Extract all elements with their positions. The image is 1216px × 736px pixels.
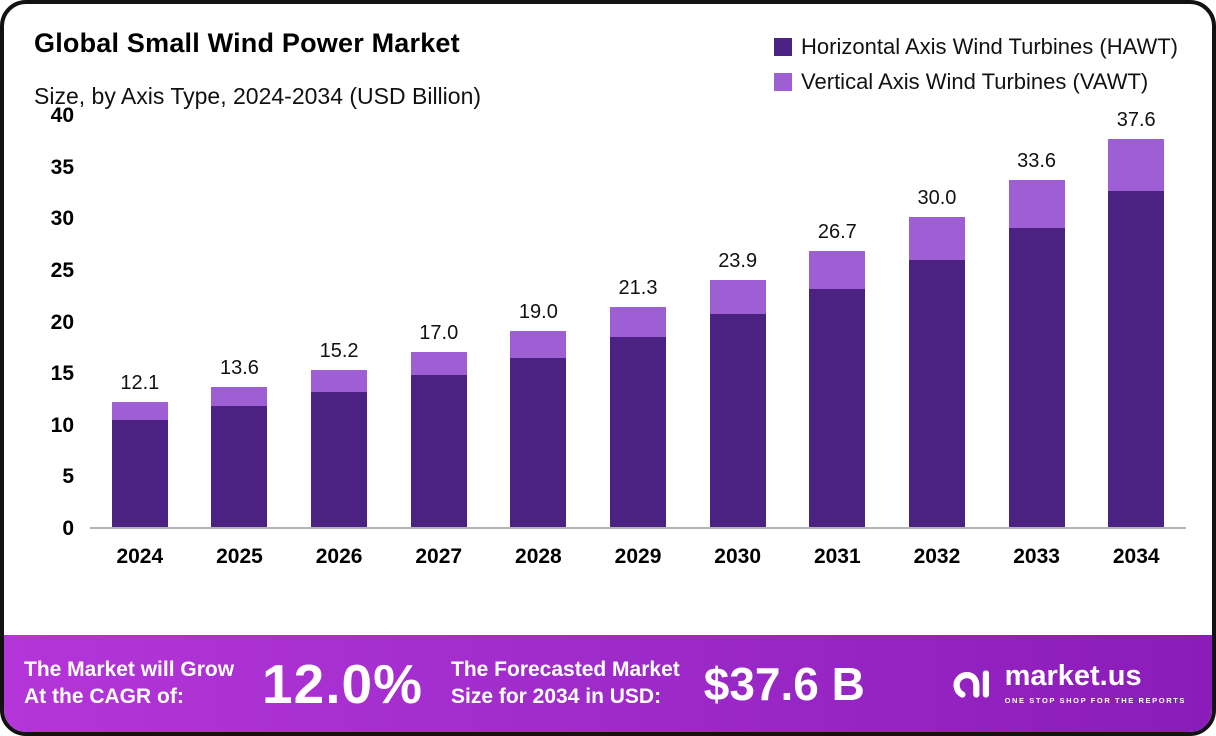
marketus-logo-icon	[953, 669, 989, 698]
x-axis-label: 2029	[614, 545, 662, 568]
title-block: Global Small Wind Power Market Size, by …	[34, 28, 481, 110]
bar-total-label: 21.3	[618, 277, 658, 300]
legend-swatch-vawt-icon	[774, 73, 793, 91]
footer-banner: The Market will Grow At the CAGR of: 12.…	[4, 635, 1212, 732]
bar-segment-hawt	[111, 419, 168, 527]
x-axis-label: 2028	[515, 545, 562, 568]
brand: market.us ONE STOP SHOP FOR THE REPORTS	[949, 661, 1186, 707]
bar-segment-hawt	[1008, 227, 1065, 527]
bar-total-label: 33.6	[1017, 150, 1057, 173]
y-tick-label: 30	[50, 207, 74, 231]
bar-column: 21.3	[588, 277, 688, 527]
x-axis-label: 2034	[1112, 545, 1160, 568]
y-tick-label: 15	[50, 362, 74, 386]
bar-column: 37.6	[1086, 109, 1186, 527]
cagr-value: 12.0%	[262, 652, 423, 715]
bar-segment-vawt	[1108, 138, 1165, 192]
bar-segment-vawt	[311, 370, 368, 392]
bar-total-label: 13.6	[219, 356, 259, 379]
bar-segment-vawt	[1008, 180, 1065, 228]
x-axis-label: 2033	[1013, 545, 1060, 568]
legend-label-vawt: Vertical Axis Wind Turbines (VAWT)	[801, 69, 1149, 94]
x-axis-label: 2025	[216, 545, 263, 568]
cagr-label-line2: At the CAGR of:	[24, 684, 184, 708]
bar-total-label: 23.9	[718, 250, 758, 273]
bar-segment-vawt	[211, 386, 268, 407]
plot-area: 12.1 13.6 15.2 17.0 19.0 21.3 23.9 26.7 30.0 33.6…	[90, 109, 1186, 529]
x-axis-label: 2027	[415, 545, 463, 568]
bar-segment-vawt	[908, 217, 965, 260]
y-tick-label: 0	[62, 517, 74, 540]
bar-column: 26.7	[787, 221, 887, 527]
bar-segment-hawt	[709, 314, 766, 527]
y-tick-label: 10	[50, 413, 74, 437]
x-axis-labels: 2024 2025 2026 2027 2028 2029 2030 2031 2032 2033…	[90, 529, 1186, 569]
bar-column: 33.6	[987, 150, 1087, 527]
bar-total-label: 37.6	[1116, 108, 1156, 131]
cagr-label: The Market will Grow At the CAGR of:	[24, 657, 234, 710]
y-tick-label: 5	[62, 465, 74, 489]
bar-column: 23.9	[688, 250, 788, 527]
bar-total-label: 19.0	[518, 300, 558, 323]
legend-label-hawt: Horizontal Axis Wind Turbines (HAWT)	[801, 34, 1178, 59]
chart-subtitle: Size, by Axis Type, 2024-2034 (USD Billi…	[34, 83, 482, 109]
bar-chart: 0 5 10 15 20 25 30 35 40 12.1 13.6 15.2 17.0 19.0 21.…	[4, 104, 1212, 540]
bar-total-label: 15.2	[319, 340, 359, 363]
legend-item-hawt: Horizontal Axis Wind Turbines (HAWT)	[774, 34, 1178, 60]
bar-total-label: 12.1	[120, 372, 160, 395]
page-title: Global Small Wind Power Market	[34, 28, 460, 58]
bar-segment-hawt	[410, 375, 467, 527]
brand-tagline: ONE STOP SHOP FOR THE REPORTS	[1004, 696, 1186, 705]
bar-column: 13.6	[190, 357, 290, 527]
forecast-value: $37.6 B	[703, 657, 865, 710]
y-tick-label: 20	[50, 310, 74, 334]
x-axis-label: 2032	[913, 545, 961, 568]
bar-segment-hawt	[311, 391, 368, 527]
bar-segment-vawt	[610, 307, 667, 338]
bar-total-label: 17.0	[419, 321, 459, 344]
bar-column: 15.2	[289, 340, 389, 527]
forecast-label: The Forecasted Market Size for 2034 in U…	[451, 657, 680, 710]
legend-item-vawt: Vertical Axis Wind Turbines (VAWT)	[774, 69, 1178, 95]
bar-segment-hawt	[610, 337, 667, 527]
forecast-label-line1: The Forecasted Market	[451, 658, 680, 682]
bar-segment-hawt	[1108, 191, 1165, 527]
x-axis-label: 2030	[714, 545, 762, 568]
y-tick-label: 35	[50, 155, 74, 179]
x-axis-row: 2024 2025 2026 2027 2028 2029 2030 2031 2032 2033…	[4, 529, 1212, 569]
bar-segment-hawt	[809, 288, 866, 527]
legend-swatch-hawt-icon	[774, 38, 793, 56]
bar-segment-hawt	[211, 406, 268, 527]
brand-text: market.us ONE STOP SHOP FOR THE REPORTS	[1004, 660, 1186, 706]
bar-segment-hawt	[908, 259, 965, 527]
bar-segment-vawt	[111, 402, 168, 420]
bar-segment-vawt	[510, 330, 567, 358]
bar-total-label: 30.0	[917, 187, 957, 210]
bar-column: 19.0	[489, 301, 589, 527]
forecast-label-line2: Size for 2034 in USD:	[451, 684, 662, 708]
x-axis-label: 2031	[813, 545, 861, 568]
bar-segment-vawt	[709, 280, 766, 315]
x-axis-label: 2024	[116, 545, 164, 568]
chart-header: Global Small Wind Power Market Size, by …	[4, 4, 1212, 110]
bar-total-label: 26.7	[817, 221, 857, 244]
y-tick-label: 40	[50, 104, 74, 127]
bar-segment-hawt	[510, 357, 567, 527]
y-axis: 0 5 10 15 20 25 30 35 40	[32, 104, 90, 540]
brand-name: market.us	[1004, 660, 1142, 692]
bar-segment-vawt	[809, 251, 866, 289]
bar-column: 17.0	[389, 321, 489, 527]
cagr-label-line1: The Market will Grow	[24, 658, 235, 682]
y-tick-label: 25	[50, 258, 74, 282]
y-axis-spacer	[32, 529, 90, 569]
bar-segment-vawt	[410, 351, 467, 376]
x-axis-label: 2026	[315, 545, 363, 568]
bar-column: 12.1	[90, 372, 190, 527]
legend: Horizontal Axis Wind Turbines (HAWT) Ver…	[774, 28, 1178, 95]
bar-column: 30.0	[887, 187, 987, 527]
